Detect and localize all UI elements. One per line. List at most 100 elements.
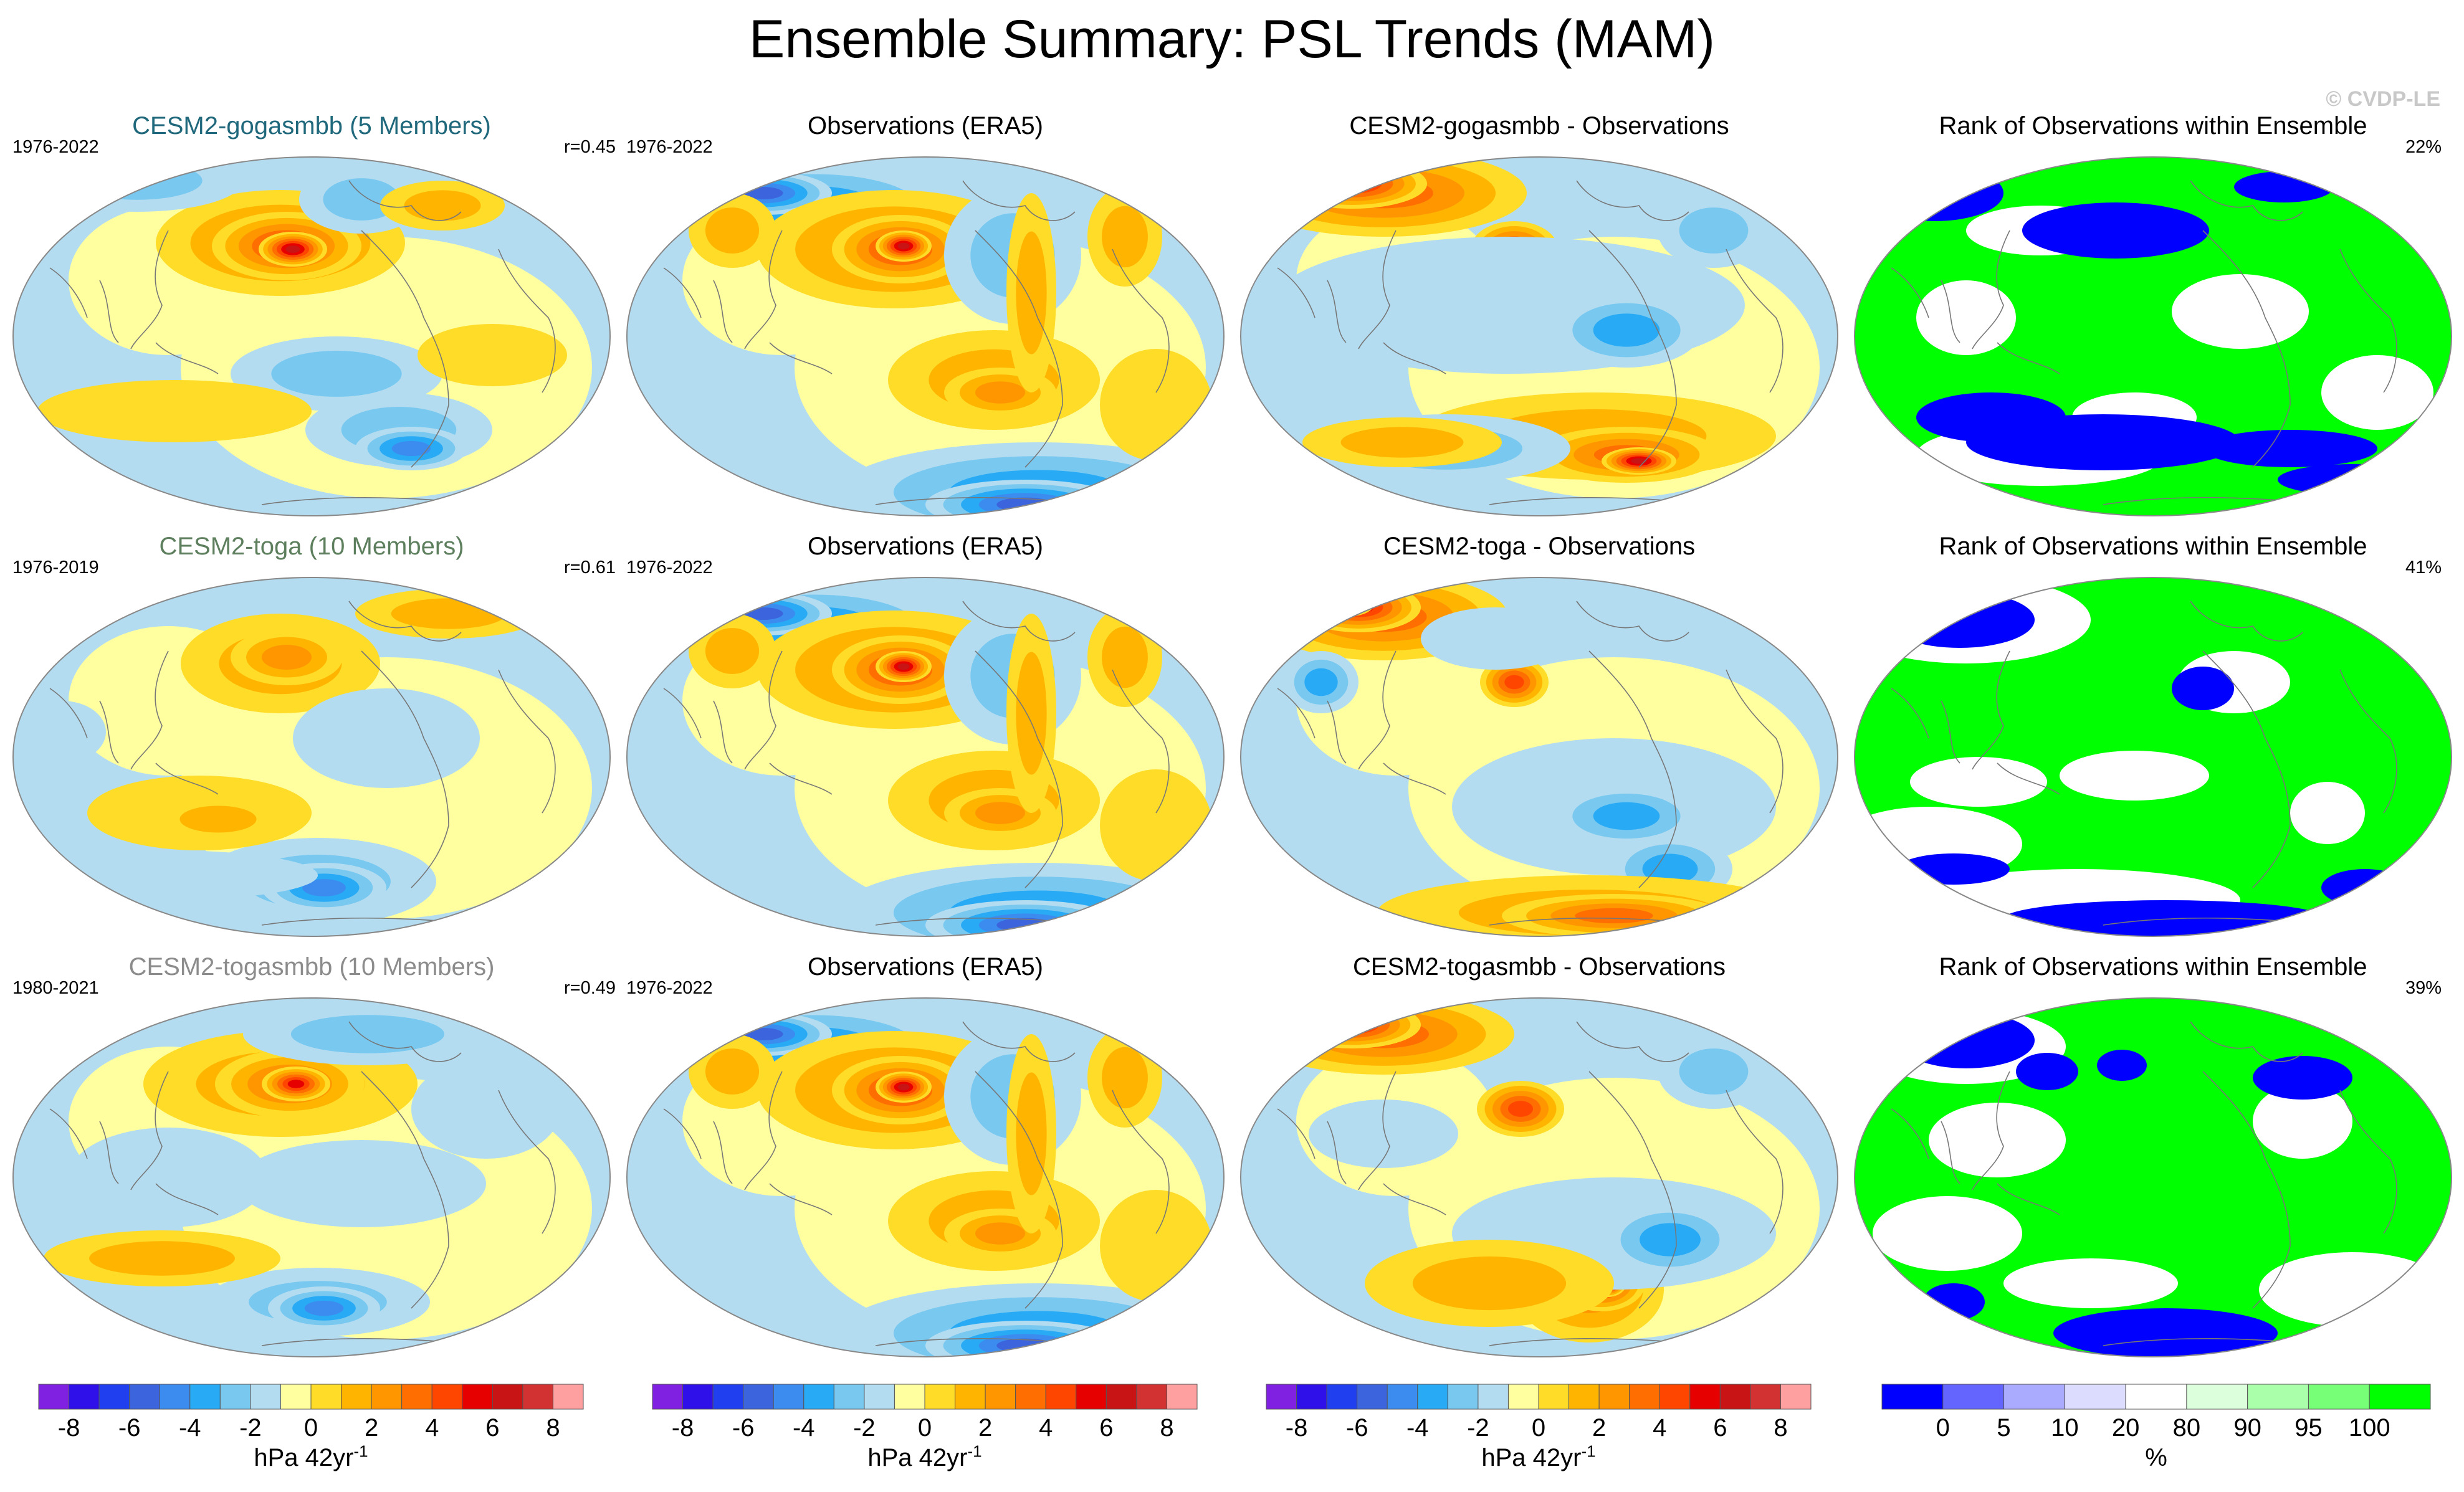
coastline [2202, 650, 2291, 826]
field-contour [72, 161, 203, 200]
field-contour [1324, 176, 1344, 185]
colorbar-tick-label: -2 [853, 1414, 876, 1442]
colorbar-unit-text: hPa 42yr [254, 1444, 354, 1471]
colorbar-tick-label: -8 [1285, 1414, 1308, 1442]
field-contour [290, 1015, 445, 1053]
colorbar-swatch [743, 1384, 774, 1410]
coastline [962, 601, 1076, 642]
coastline [1638, 825, 1677, 888]
coastline [713, 280, 733, 343]
coastline [1277, 267, 1316, 318]
field-contour [1100, 349, 1212, 461]
colorbar-swatch [2064, 1384, 2126, 1410]
field-contour [1102, 1047, 1148, 1109]
colorbar-tick-label: -4 [1406, 1414, 1429, 1442]
field-contour [705, 1048, 760, 1095]
coastline [1383, 342, 1446, 374]
coastline [2339, 669, 2397, 814]
colorbar-swatch [250, 1384, 281, 1410]
colorbar-swatch [341, 1384, 372, 1410]
colorbar-tick-label: 0 [303, 1414, 318, 1442]
coastline [1358, 230, 1397, 349]
coastline [2202, 1071, 2291, 1247]
rank-percentage: 22% [2405, 137, 2442, 157]
colorbar-swatch [2186, 1384, 2248, 1410]
colorbar-swatch [1750, 1384, 1781, 1410]
coastline [411, 1245, 449, 1309]
colorbar-swatch [803, 1384, 834, 1410]
coastline [361, 650, 449, 826]
colorbar-unit-label: hPa 42yr-1 [39, 1443, 583, 1472]
colorbar-tick-label: -2 [239, 1414, 262, 1442]
trend-map [12, 156, 611, 516]
coastline [1277, 1108, 1316, 1159]
colorbar-swatch [1417, 1384, 1448, 1410]
colorbar-swatch [522, 1384, 553, 1410]
coastline [962, 180, 1076, 221]
coastline [1112, 249, 1170, 393]
field-contour [1340, 602, 1352, 607]
field-contour [411, 1059, 561, 1159]
coastline [411, 825, 449, 888]
coastline [361, 1071, 449, 1247]
coastline [130, 650, 169, 770]
trend-map [1240, 997, 1838, 1357]
field-contour [287, 1080, 305, 1088]
coastline [2339, 1090, 2397, 1234]
field-contour [237, 1140, 486, 1227]
coastline [1588, 650, 1677, 826]
coastline [1972, 230, 2010, 349]
field-contour [1016, 1072, 1047, 1195]
trend-map [626, 577, 1225, 937]
rank-region [2053, 1308, 2278, 1357]
colorbar-swatch [652, 1384, 684, 1410]
colorbar-swatch [310, 1384, 342, 1410]
rank-region [1916, 280, 2016, 355]
field-contour [975, 1222, 1025, 1245]
colorbar-tick-label: 90 [2233, 1414, 2261, 1442]
coastline [663, 267, 702, 318]
coastline [1891, 688, 1929, 739]
coastline [1327, 280, 1347, 343]
colorbar-unit-text: hPa 42yr [1481, 1444, 1582, 1471]
coastline [1638, 404, 1677, 468]
colorbar-swatch [280, 1384, 312, 1410]
coastline [2252, 825, 2291, 888]
rank-region [1898, 1012, 2035, 1068]
rank-region [2097, 1050, 2147, 1081]
coastline [2190, 180, 2303, 221]
trend-map [626, 156, 1225, 516]
rank-region [2259, 1252, 2446, 1327]
coastline [1024, 404, 1063, 468]
colorbar-swatch [1387, 1384, 1418, 1410]
colorbar-tick-label: 4 [1653, 1414, 1667, 1442]
field-contour [1312, 1009, 1368, 1034]
field-contour [1330, 597, 1362, 611]
colorbar-tick-label: -2 [1467, 1414, 1489, 1442]
coastline [1726, 249, 1784, 393]
coastline [769, 763, 833, 795]
colorbar-swatch [712, 1384, 744, 1410]
field-contour [1302, 167, 1365, 194]
coastline [155, 342, 219, 374]
field-contour [1016, 231, 1047, 354]
rank-map [1854, 997, 2452, 1357]
colorbar-swatch [189, 1384, 221, 1410]
period-label: 1976-2022 [626, 137, 713, 157]
coastline [2202, 230, 2291, 406]
map-border [12, 997, 611, 1357]
colorbar-tick-label: 8 [546, 1414, 560, 1442]
coastline [1383, 1183, 1446, 1215]
trend-map [626, 997, 1225, 1357]
coastline [1941, 280, 1960, 343]
colorbar-swatch [2308, 1384, 2370, 1410]
field-contour [1325, 1015, 1380, 1034]
colorbar-tick-label: 6 [485, 1414, 500, 1442]
rank-region [1866, 165, 2003, 221]
colorbar-swatch [1659, 1384, 1691, 1410]
coastline [1358, 1071, 1397, 1190]
colorbar-tick-label: 8 [1774, 1414, 1788, 1442]
period-label: 1976-2022 [626, 558, 713, 577]
coastline [1024, 825, 1063, 888]
field-contour [1322, 174, 1382, 194]
